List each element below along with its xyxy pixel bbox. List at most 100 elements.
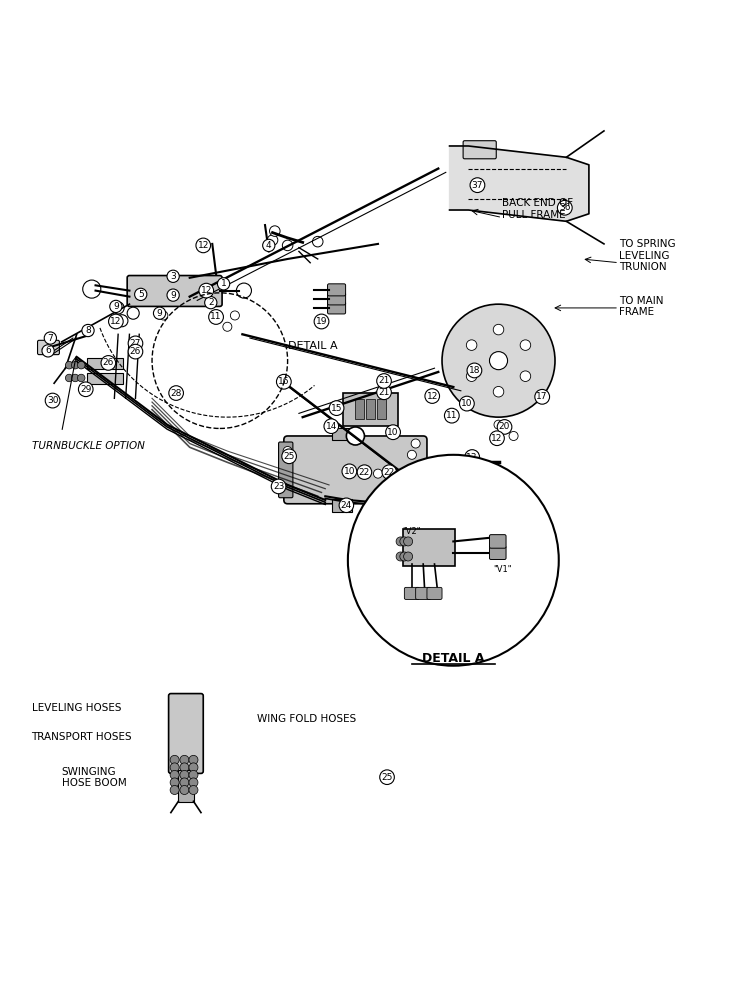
- Text: 19: 19: [316, 317, 327, 326]
- Text: 34: 34: [457, 517, 468, 526]
- Text: 37: 37: [472, 181, 483, 190]
- Polygon shape: [450, 146, 589, 221]
- FancyBboxPatch shape: [87, 358, 122, 369]
- Circle shape: [180, 778, 189, 787]
- Text: 14: 14: [326, 422, 337, 431]
- FancyBboxPatch shape: [404, 587, 420, 599]
- Text: DETAIL A: DETAIL A: [422, 652, 485, 665]
- Circle shape: [493, 324, 503, 335]
- Text: 13: 13: [466, 453, 478, 462]
- Circle shape: [400, 537, 409, 546]
- Circle shape: [159, 311, 168, 320]
- Circle shape: [180, 785, 189, 795]
- FancyBboxPatch shape: [278, 442, 293, 498]
- FancyBboxPatch shape: [489, 535, 506, 548]
- Circle shape: [189, 778, 198, 787]
- FancyBboxPatch shape: [284, 436, 427, 504]
- Circle shape: [396, 537, 405, 546]
- Text: 16: 16: [278, 377, 290, 386]
- Circle shape: [189, 770, 198, 779]
- Text: 18: 18: [469, 366, 480, 375]
- Circle shape: [270, 226, 280, 236]
- Circle shape: [348, 455, 559, 666]
- Text: 27: 27: [130, 339, 141, 348]
- Circle shape: [77, 361, 85, 369]
- Circle shape: [493, 386, 503, 397]
- Circle shape: [223, 322, 232, 331]
- Text: 5: 5: [138, 290, 144, 299]
- Text: "V2": "V2": [403, 527, 421, 536]
- Text: 25: 25: [381, 773, 392, 782]
- FancyBboxPatch shape: [38, 340, 60, 355]
- Text: 2: 2: [208, 298, 214, 307]
- Circle shape: [170, 778, 179, 787]
- Text: 9: 9: [156, 309, 163, 318]
- Text: 4: 4: [266, 241, 271, 250]
- Circle shape: [520, 371, 531, 381]
- Text: WING FOLD HOSES: WING FOLD HOSES: [258, 714, 357, 724]
- Circle shape: [373, 469, 383, 478]
- Text: 35: 35: [419, 587, 430, 596]
- Text: 6: 6: [45, 346, 51, 355]
- Circle shape: [466, 371, 477, 381]
- Text: 12: 12: [197, 241, 209, 250]
- Circle shape: [189, 763, 198, 772]
- Text: 12: 12: [200, 286, 212, 295]
- FancyBboxPatch shape: [178, 770, 194, 802]
- Text: 33: 33: [494, 527, 506, 536]
- Text: 24: 24: [522, 539, 533, 548]
- FancyBboxPatch shape: [366, 399, 375, 419]
- Text: 10: 10: [387, 428, 399, 437]
- Circle shape: [404, 552, 413, 561]
- Text: 23: 23: [499, 517, 510, 526]
- Text: 30: 30: [47, 396, 58, 405]
- Text: 23: 23: [273, 482, 284, 491]
- FancyBboxPatch shape: [489, 546, 506, 560]
- Circle shape: [66, 361, 73, 369]
- Text: 26: 26: [103, 358, 114, 367]
- Text: BACK END OF
PULL FRAME: BACK END OF PULL FRAME: [502, 198, 573, 220]
- Circle shape: [180, 763, 189, 772]
- Circle shape: [71, 374, 79, 382]
- FancyBboxPatch shape: [87, 373, 122, 384]
- Text: 21: 21: [378, 388, 389, 397]
- Text: 12: 12: [491, 434, 503, 443]
- Text: 36: 36: [559, 203, 571, 212]
- Circle shape: [170, 770, 179, 779]
- Text: 26: 26: [130, 347, 141, 356]
- Circle shape: [400, 552, 409, 561]
- Text: SWINGING
HOSE BOOM: SWINGING HOSE BOOM: [62, 767, 126, 788]
- Text: 32: 32: [510, 565, 521, 574]
- FancyBboxPatch shape: [427, 587, 442, 599]
- Text: 8: 8: [85, 326, 91, 335]
- Circle shape: [170, 763, 179, 772]
- Circle shape: [77, 374, 85, 382]
- Circle shape: [170, 785, 179, 795]
- Text: 28: 28: [170, 389, 182, 398]
- FancyBboxPatch shape: [355, 399, 364, 419]
- Text: 21: 21: [378, 376, 389, 385]
- Text: 1: 1: [221, 279, 227, 288]
- Text: "V1": "V1": [493, 565, 512, 574]
- Circle shape: [283, 447, 292, 456]
- Circle shape: [346, 427, 364, 445]
- FancyBboxPatch shape: [127, 276, 222, 306]
- Circle shape: [494, 420, 503, 429]
- Text: 10: 10: [344, 467, 355, 476]
- Text: 31: 31: [396, 542, 407, 551]
- Text: 24: 24: [341, 501, 352, 510]
- Text: 11: 11: [446, 411, 457, 420]
- FancyBboxPatch shape: [327, 284, 345, 296]
- Text: TURNBUCKLE OPTION: TURNBUCKLE OPTION: [32, 441, 144, 451]
- Text: 11: 11: [210, 312, 222, 321]
- Circle shape: [180, 770, 189, 779]
- Circle shape: [404, 537, 413, 546]
- Text: 22: 22: [384, 468, 395, 477]
- FancyBboxPatch shape: [332, 428, 352, 440]
- Circle shape: [66, 374, 73, 382]
- Circle shape: [82, 280, 101, 298]
- Circle shape: [189, 785, 198, 795]
- FancyBboxPatch shape: [332, 499, 352, 512]
- Circle shape: [466, 340, 477, 350]
- FancyBboxPatch shape: [342, 393, 398, 426]
